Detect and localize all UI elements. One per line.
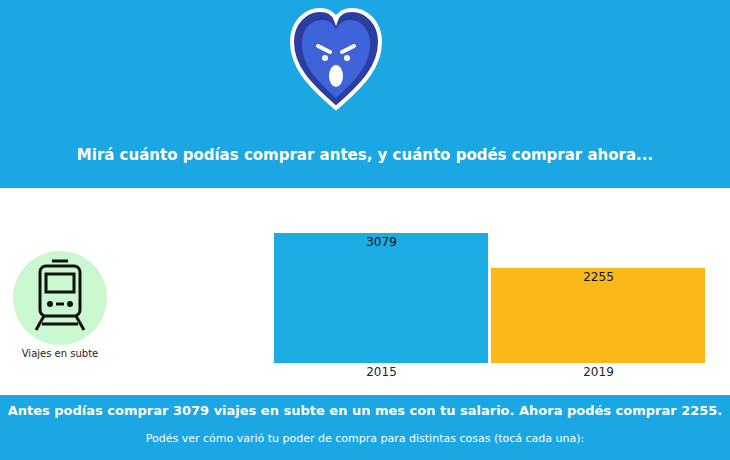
svg-text:2019: 2019 — [583, 365, 614, 379]
html-text:Mirá cuánto podías comprar ant: Mirá cuánto podías comprar antes, y cuán… — [76, 146, 654, 164]
svg-text:2255: 2255 — [583, 270, 614, 284]
html-text:Viajes en subte: Viajes en subte — [21, 348, 99, 359]
svg-text:2015: 2015 — [366, 365, 397, 379]
html-text:Antes podías comprar 3079 viaj: Antes podías comprar 3079 viajes en subt… — [7, 403, 723, 418]
html-text:Podés ver cómo varió tu poder: Podés ver cómo varió tu poder de compra … — [145, 432, 585, 445]
svg-text:3079: 3079 — [366, 235, 397, 249]
